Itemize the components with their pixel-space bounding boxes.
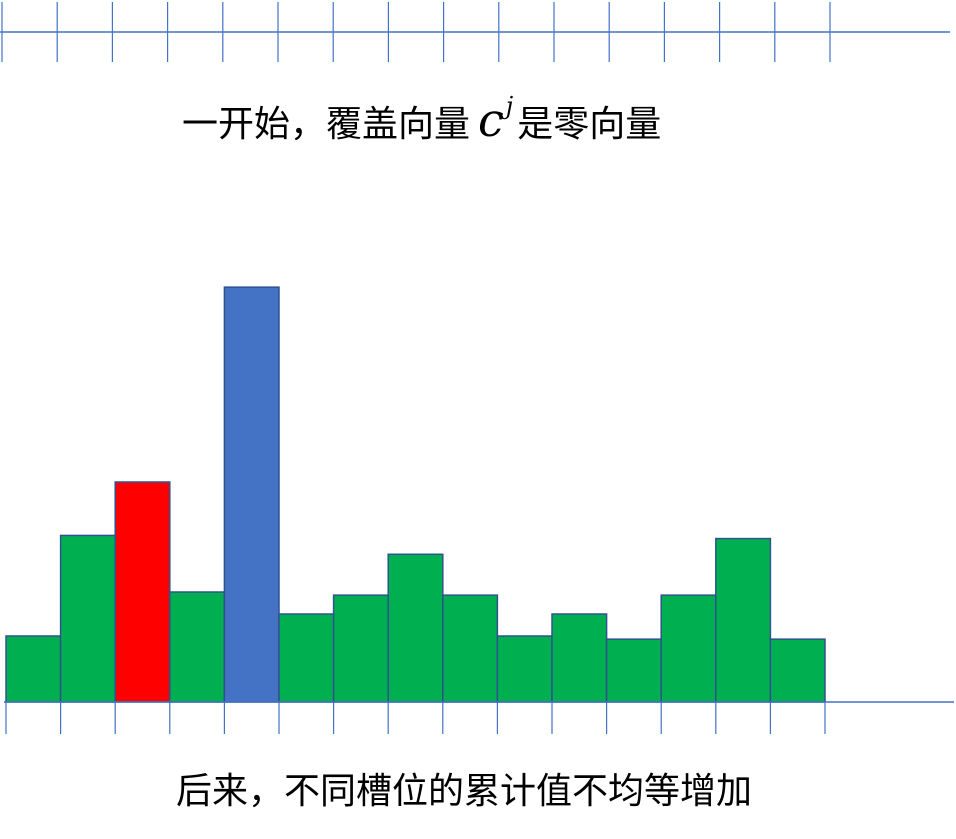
slot-bar-1 bbox=[5, 635, 62, 703]
slot-bar-8 bbox=[387, 553, 444, 703]
slot-bar-9 bbox=[442, 594, 499, 703]
slot-bar-10 bbox=[496, 635, 553, 703]
top-caption-after: 是零向量 bbox=[517, 104, 661, 145]
slot-bar-7 bbox=[332, 594, 389, 703]
top-caption-before: 一开始，覆盖向量 bbox=[182, 104, 470, 145]
slot-bar-5 bbox=[223, 286, 280, 703]
slot-bar-11 bbox=[551, 613, 608, 703]
top-caption: 一开始，覆盖向量 cj 是零向量 bbox=[182, 92, 661, 147]
slot-bar-13 bbox=[660, 594, 717, 703]
slot-bar-chart bbox=[5, 286, 826, 703]
slot-axis-ruler bbox=[4, 701, 954, 734]
slot-bar-2 bbox=[59, 534, 116, 703]
slot-bar-6 bbox=[278, 613, 335, 703]
slot-bar-12 bbox=[605, 638, 662, 703]
coverage-vector-symbol: c bbox=[478, 93, 504, 147]
slot-bar-14 bbox=[715, 537, 772, 703]
slot-bar-15 bbox=[769, 638, 826, 703]
slot-bar-4 bbox=[169, 591, 226, 703]
bottom-caption: 后来，不同槽位的累计值不均等增加 bbox=[176, 771, 752, 812]
initial-coverage-vector-ruler bbox=[0, 2, 950, 62]
slot-bar-3 bbox=[114, 481, 171, 703]
